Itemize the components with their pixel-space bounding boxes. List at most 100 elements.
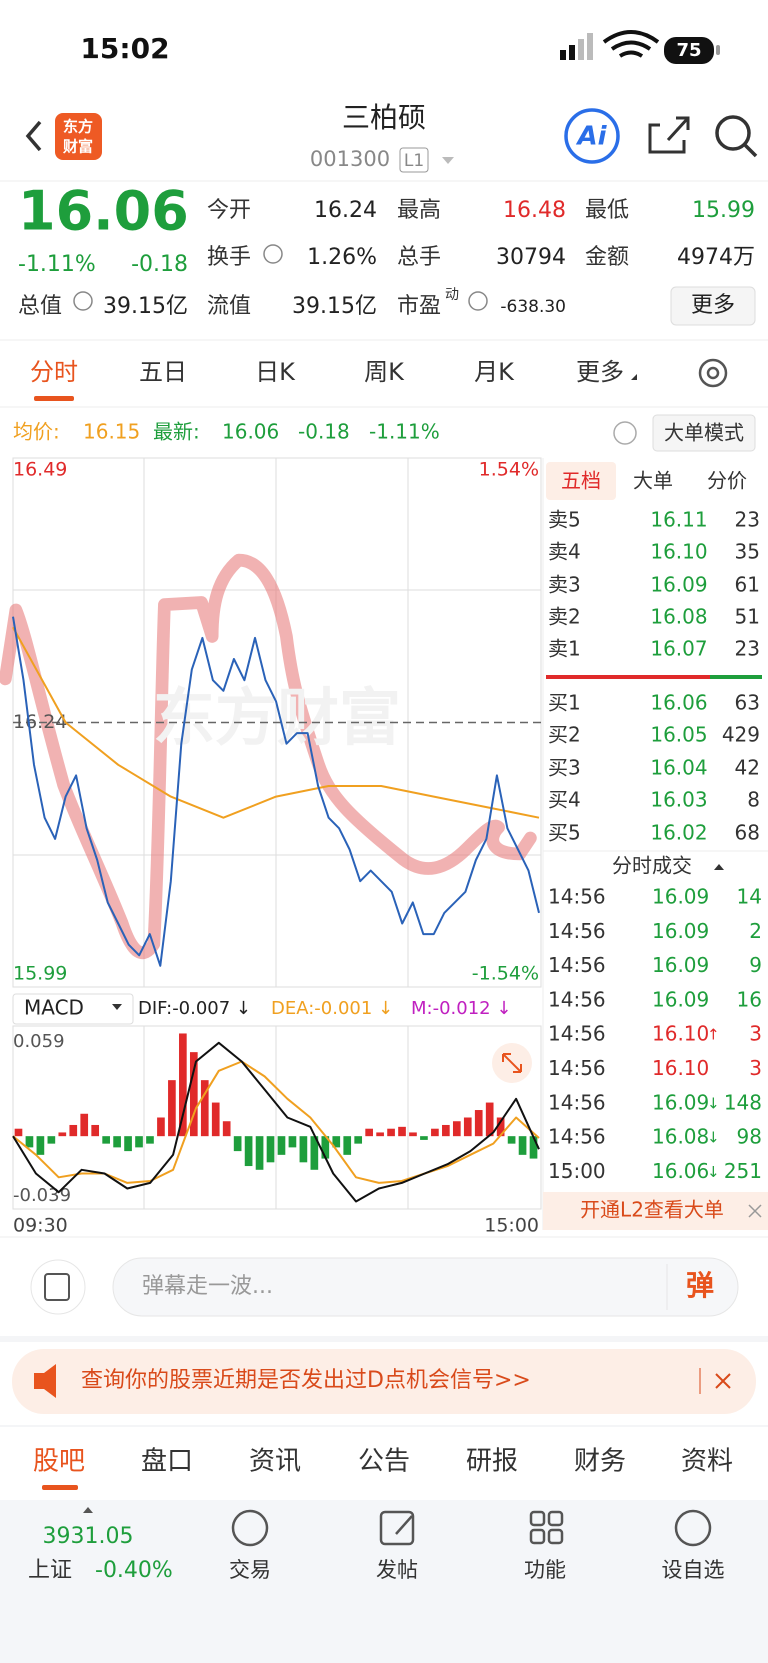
book-volume: 23 [735, 508, 760, 532]
danmaku-button[interactable]: 弹 [686, 1269, 714, 1302]
app-logo [55, 113, 102, 160]
close-button[interactable] [748, 1204, 762, 1218]
change-percent: -1.11% [18, 252, 96, 277]
nav-item[interactable]: 设自选 [662, 1558, 725, 1582]
level-badge [399, 147, 429, 173]
macd-bar [409, 1132, 417, 1137]
search-button[interactable] [715, 115, 758, 158]
section-tab[interactable]: 资讯 [249, 1447, 301, 1477]
settings-button[interactable] [698, 358, 728, 388]
trade-price: 16.09 [652, 953, 709, 977]
nav-item[interactable]: 交易 [229, 1558, 271, 1582]
battery-level: 75 [676, 40, 701, 61]
macd-bar [47, 1136, 56, 1144]
more-button-label[interactable]: 更多 [691, 293, 735, 318]
chart-tab[interactable]: 周K [364, 358, 405, 386]
macd-bar [146, 1136, 154, 1144]
comment-input[interactable] [112, 1257, 739, 1317]
stat-value: 1.26% [307, 245, 377, 270]
hand-drawn-annotation [0, 553, 537, 960]
section-tab[interactable]: 财务 [574, 1447, 626, 1477]
chart-tab[interactable]: 日K [255, 358, 296, 386]
macd-bar [255, 1136, 264, 1170]
stat-label: 最低 [585, 198, 629, 223]
expand-button[interactable] [492, 1043, 532, 1083]
stat-label: 市盈 [397, 294, 441, 319]
trade-time: 14:56 [548, 1022, 606, 1046]
chart-tab[interactable]: 五日 [139, 358, 187, 386]
info-icon[interactable] [263, 244, 283, 264]
more-button[interactable] [670, 286, 756, 326]
chart-tab[interactable]: 月K [474, 358, 515, 386]
macd-bar [365, 1128, 373, 1137]
book-volume: 61 [735, 573, 760, 597]
l2-bar[interactable] [543, 1192, 768, 1230]
book-volume: 8 [747, 788, 760, 812]
macd-bar [452, 1121, 461, 1137]
trade-volume: 251 [724, 1159, 762, 1183]
macd-bar [343, 1136, 352, 1155]
indicator-selector[interactable] [12, 993, 134, 1025]
dropdown-arrow [112, 1004, 122, 1010]
trade-time: 14:56 [548, 987, 606, 1011]
chart-tab[interactable]: 更多 [576, 358, 624, 386]
macd-bar [332, 1136, 341, 1148]
macd-bar [288, 1136, 297, 1148]
trade-volume: 3 [749, 1056, 762, 1080]
megaphone-icon [34, 1364, 56, 1398]
info-icon[interactable] [73, 291, 93, 311]
nav-item[interactable]: 发帖 [376, 1558, 418, 1582]
dea-label: DEA:-0.001 ↓ [271, 998, 393, 1019]
stat-value: 16.24 [314, 198, 377, 223]
change-percent: -1.11% [369, 420, 440, 444]
ai-button[interactable] [564, 108, 620, 164]
book-tab[interactable]: 分价 [707, 469, 747, 493]
trade-time: 14:56 [548, 919, 606, 943]
trade-time: 14:56 [548, 1056, 606, 1080]
book-price: 16.06 [650, 691, 707, 715]
book-level: 卖3 [548, 573, 581, 597]
ai-label: Ai [575, 122, 607, 152]
promo-banner[interactable] [12, 1349, 756, 1414]
section-tab[interactable]: 研报 [466, 1447, 518, 1477]
collapse-arrow[interactable] [714, 864, 724, 870]
comment-settings-button[interactable] [30, 1259, 86, 1315]
change-value: -0.18 [131, 252, 188, 277]
big-order-mode-button[interactable] [652, 414, 756, 452]
share-button[interactable] [648, 116, 690, 154]
section-tab[interactable]: 公告 [358, 1447, 410, 1477]
help-icon[interactable] [613, 421, 637, 445]
close-button[interactable] [715, 1373, 731, 1389]
section-tab[interactable]: 股吧 [33, 1447, 85, 1477]
book-level: 卖2 [548, 605, 581, 629]
mode-button-label[interactable]: 大单模式 [664, 421, 744, 445]
index-arrow [83, 1507, 93, 1513]
book-tab[interactable]: 大单 [633, 469, 673, 493]
book-volume: 23 [735, 637, 760, 661]
book-price: 16.07 [650, 637, 707, 661]
section-tab[interactable]: 盘口 [141, 1447, 193, 1477]
dropdown-arrow[interactable] [442, 157, 454, 164]
section-tab[interactable]: 资料 [681, 1447, 733, 1477]
nav-item[interactable]: 功能 [524, 1558, 566, 1582]
level-label: L1 [404, 151, 424, 171]
status-icons [560, 30, 720, 64]
l2-promo[interactable]: 开通L2查看大单 [580, 1198, 724, 1222]
macd-bar [211, 1102, 220, 1137]
stat-value: 4974万 [677, 245, 755, 270]
trade-volume: 2 [749, 919, 762, 943]
trade-direction: ↓ [707, 1094, 720, 1112]
trade-price: 16.09 [652, 1090, 709, 1114]
back-button[interactable] [25, 120, 42, 152]
book-level: 买1 [548, 691, 581, 715]
book-tab[interactable]: 五档 [561, 469, 601, 493]
chart-tab[interactable]: 分时 [30, 358, 78, 386]
book-volume: 68 [735, 821, 760, 845]
reference-label: 16.24 [13, 711, 67, 733]
trade-direction: ↓ [707, 1129, 720, 1147]
book-price: 16.11 [650, 508, 707, 532]
book-volume: 63 [735, 691, 760, 715]
info-icon[interactable] [468, 291, 488, 311]
avg-label: 均价: [13, 420, 60, 444]
macd-bar [266, 1136, 275, 1163]
